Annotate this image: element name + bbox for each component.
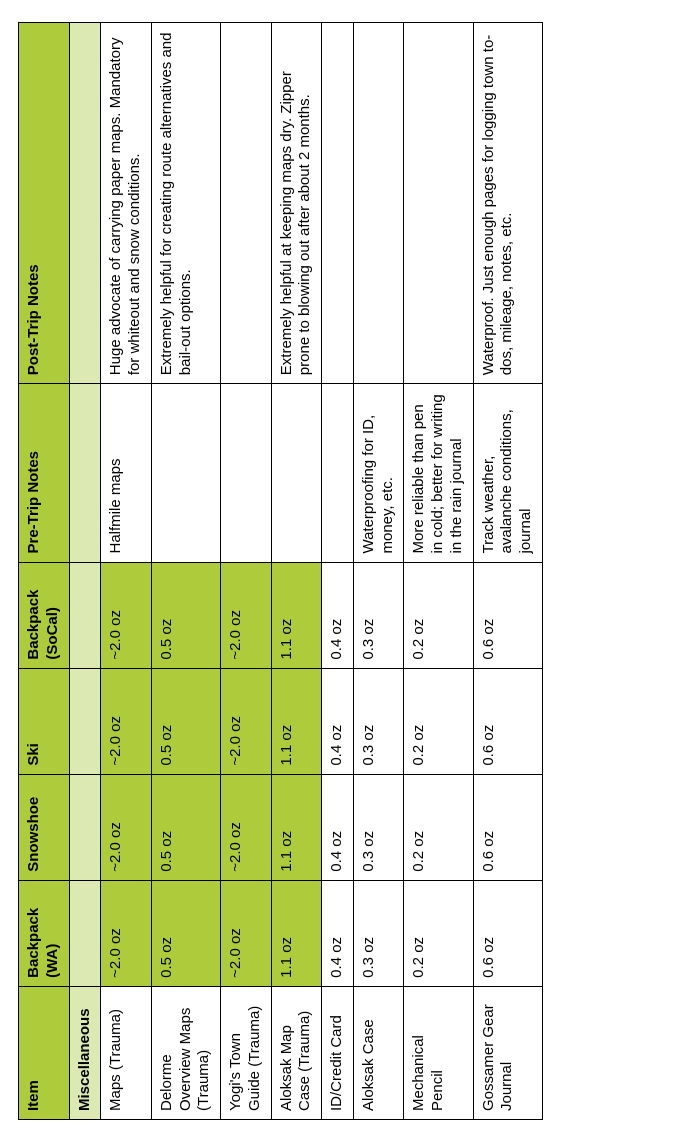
cell: 0.6 oz xyxy=(473,774,542,880)
cell: ~2.0 oz xyxy=(101,774,152,880)
section-blank xyxy=(69,562,101,668)
cell: Aloksak Map Case (Trauma) xyxy=(271,986,322,1119)
cell: Mechanical Pencil xyxy=(404,986,473,1119)
cell xyxy=(151,384,220,562)
cell: 0.2 oz xyxy=(404,562,473,668)
header-row: Item Backpack (WA) Snowshoe Ski Backpack… xyxy=(19,23,70,1120)
table-row: Gossamer Gear Journal0.6 oz0.6 oz0.6 oz0… xyxy=(473,23,542,1120)
cell: ID/Credit Card xyxy=(322,986,354,1119)
cell: 0.3 oz xyxy=(353,562,404,668)
cell: ~2.0 oz xyxy=(101,562,152,668)
table-row: Aloksak Case0.3 oz0.3 oz0.3 oz0.3 ozWate… xyxy=(353,23,404,1120)
cell: Maps (Trauma) xyxy=(101,986,152,1119)
cell xyxy=(221,384,272,562)
section-blank xyxy=(69,880,101,986)
table-row: Yogi's Town Guide (Trauma)~2.0 oz~2.0 oz… xyxy=(221,23,272,1120)
cell: Huge advocate of carrying paper maps. Ma… xyxy=(101,23,152,384)
table-row: Delorme Overview Maps (Trauma)0.5 oz0.5 … xyxy=(151,23,220,1120)
cell: 0.5 oz xyxy=(151,668,220,774)
cell: Aloksak Case xyxy=(353,986,404,1119)
cell: 0.6 oz xyxy=(473,562,542,668)
cell: 0.6 oz xyxy=(473,880,542,986)
cell: 0.2 oz xyxy=(404,880,473,986)
gear-table: Item Backpack (WA) Snowshoe Ski Backpack… xyxy=(18,22,543,1120)
cell: 1.1 oz xyxy=(271,668,322,774)
cell: Delorme Overview Maps (Trauma) xyxy=(151,986,220,1119)
section-row: Miscellaneous xyxy=(69,23,101,1120)
cell xyxy=(221,23,272,384)
cell: 0.4 oz xyxy=(322,774,354,880)
cell xyxy=(322,23,354,384)
col-wa: Backpack (WA) xyxy=(19,880,70,986)
cell: Halfmile maps xyxy=(101,384,152,562)
cell xyxy=(404,23,473,384)
cell: Extremely helpful at keeping maps dry. Z… xyxy=(271,23,322,384)
cell: 0.6 oz xyxy=(473,668,542,774)
cell: More reliable than pen in cold; better f… xyxy=(404,384,473,562)
cell: 1.1 oz xyxy=(271,562,322,668)
col-snowshoe: Snowshoe xyxy=(19,774,70,880)
cell: Track weather, avalanche conditions, jou… xyxy=(473,384,542,562)
cell xyxy=(353,23,404,384)
table-row: ID/Credit Card0.4 oz0.4 oz0.4 oz0.4 oz xyxy=(322,23,354,1120)
col-item: Item xyxy=(19,986,70,1119)
cell: ~2.0 oz xyxy=(221,668,272,774)
cell: ~2.0 oz xyxy=(101,668,152,774)
cell: 0.4 oz xyxy=(322,880,354,986)
col-post: Post-Trip Notes xyxy=(19,23,70,384)
section-blank xyxy=(69,384,101,562)
section-blank xyxy=(69,774,101,880)
col-pre: Pre-Trip Notes xyxy=(19,384,70,562)
cell: ~2.0 oz xyxy=(221,562,272,668)
cell: Yogi's Town Guide (Trauma) xyxy=(221,986,272,1119)
cell: ~2.0 oz xyxy=(221,774,272,880)
cell: 1.1 oz xyxy=(271,880,322,986)
cell: ~2.0 oz xyxy=(221,880,272,986)
cell: 0.4 oz xyxy=(322,562,354,668)
cell: Waterproofing for ID, money, etc. xyxy=(353,384,404,562)
cell: Extremely helpful for creating route alt… xyxy=(151,23,220,384)
section-blank xyxy=(69,23,101,384)
section-blank xyxy=(69,668,101,774)
cell: 0.3 oz xyxy=(353,880,404,986)
section-title: Miscellaneous xyxy=(69,986,101,1119)
cell: 0.5 oz xyxy=(151,880,220,986)
table-row: Maps (Trauma)~2.0 oz~2.0 oz~2.0 oz~2.0 o… xyxy=(101,23,152,1120)
cell: ~2.0 oz xyxy=(101,880,152,986)
cell: 1.1 oz xyxy=(271,774,322,880)
table-row: Aloksak Map Case (Trauma)1.1 oz1.1 oz1.1… xyxy=(271,23,322,1120)
col-socal: Backpack (SoCal) xyxy=(19,562,70,668)
cell xyxy=(271,384,322,562)
cell: Waterproof. Just enough pages for loggin… xyxy=(473,23,542,384)
cell: 0.2 oz xyxy=(404,668,473,774)
cell: 0.5 oz xyxy=(151,562,220,668)
cell: 0.3 oz xyxy=(353,774,404,880)
cell xyxy=(322,384,354,562)
page: Item Backpack (WA) Snowshoe Ski Backpack… xyxy=(0,440,694,1134)
cell: 0.3 oz xyxy=(353,668,404,774)
cell: Gossamer Gear Journal xyxy=(473,986,542,1119)
table-row: Mechanical Pencil0.2 oz0.2 oz0.2 oz0.2 o… xyxy=(404,23,473,1120)
col-ski: Ski xyxy=(19,668,70,774)
cell: 0.5 oz xyxy=(151,774,220,880)
table-body: Miscellaneous Maps (Trauma)~2.0 oz~2.0 o… xyxy=(69,23,542,1120)
cell: 0.4 oz xyxy=(322,668,354,774)
cell: 0.2 oz xyxy=(404,774,473,880)
